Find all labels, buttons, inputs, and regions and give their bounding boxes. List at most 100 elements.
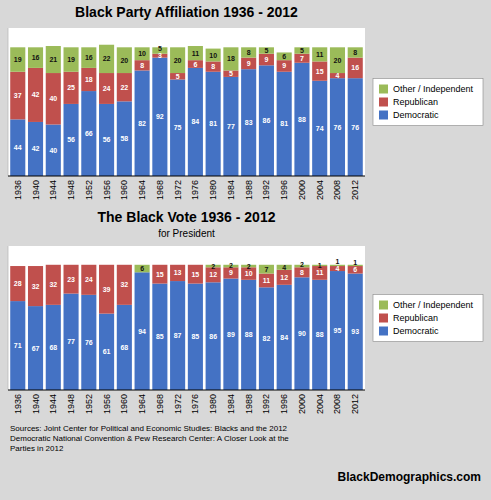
bar-segment: [10, 266, 25, 301]
bar-segment: [99, 314, 114, 390]
bar-segment: [99, 104, 114, 176]
data-label: 10: [138, 50, 146, 57]
bar-segment: [135, 272, 150, 390]
bar-segment: [46, 46, 61, 73]
data-label: 8: [300, 269, 304, 276]
bar-segment: [188, 46, 203, 60]
data-label: 13: [174, 269, 182, 276]
bar-segment: [152, 58, 167, 176]
bar-segment: [81, 47, 96, 68]
legend-label: Democratic: [393, 110, 439, 120]
data-label: 56: [103, 136, 111, 143]
bar-segment: [117, 265, 132, 305]
data-label: 56: [67, 136, 75, 143]
bar-segment: [259, 54, 274, 66]
x-tick-label: 1964: [137, 394, 147, 414]
x-tick-label: 1976: [190, 180, 200, 200]
x-tick-label: 1992: [261, 180, 271, 200]
data-label: 15: [191, 271, 199, 278]
x-tick-label: 2004: [315, 180, 325, 200]
data-label: 4: [336, 265, 340, 272]
legend-swatch: [379, 111, 388, 120]
x-tick-label: 1980: [208, 180, 218, 200]
data-label: 28: [14, 280, 22, 287]
bar-segment: [10, 72, 25, 120]
data-label: 6: [353, 266, 357, 273]
data-label: 7: [300, 55, 304, 62]
bar-segment: [312, 280, 327, 390]
bar-segment: [64, 47, 79, 71]
data-label: 81: [209, 120, 217, 127]
legend-frame: [373, 79, 483, 126]
bar-segment: [28, 306, 43, 390]
x-tick-label: 1960: [119, 180, 129, 200]
x-tick-label: 1988: [244, 394, 254, 414]
legend-swatch: [379, 327, 388, 336]
data-label: 22: [103, 55, 111, 62]
x-tick-label: 2000: [297, 180, 307, 200]
x-axis-line: [8, 176, 365, 177]
data-label: 1: [353, 259, 357, 266]
bar-segment: [277, 285, 292, 390]
bar-segment: [46, 264, 61, 265]
data-label: 68: [49, 344, 57, 351]
data-label: 7: [264, 266, 268, 273]
chart-1: The Black Vote 1936 - 2012for President7…: [8, 209, 483, 414]
bar-segment: [170, 265, 185, 281]
data-label: 71: [14, 342, 22, 349]
bar-segment: [188, 284, 203, 390]
bar-segment: [206, 49, 221, 62]
data-label: 5: [300, 47, 304, 54]
data-label: 8: [140, 62, 144, 69]
data-label: 32: [49, 281, 57, 288]
data-label: 32: [120, 281, 128, 288]
data-label: 66: [85, 130, 93, 137]
data-label: 42: [32, 145, 40, 152]
data-label: 11: [263, 277, 271, 284]
title: Black Party Affiliation 1936 - 2012: [75, 4, 298, 20]
bar-segment: [46, 305, 61, 390]
data-label: 10: [245, 270, 253, 277]
data-label: 10: [209, 52, 217, 59]
bar-segment: [312, 47, 327, 61]
bar-segment: [81, 265, 96, 295]
bar-segment: [64, 104, 79, 176]
data-label: 1: [336, 258, 340, 265]
bar-segment: [135, 70, 150, 176]
bar-segment: [28, 266, 43, 306]
data-label: 18: [85, 76, 93, 83]
bar-segment: [223, 70, 238, 76]
bar-segment: [46, 73, 61, 124]
bar-segment: [259, 265, 274, 274]
data-label: 15: [156, 271, 164, 278]
legend-label: Other / Independent: [393, 300, 474, 310]
data-label: 88: [298, 116, 306, 123]
subtitle: for President: [158, 228, 215, 239]
bar-segment: [259, 274, 274, 288]
data-label: 5: [229, 70, 233, 77]
x-tick-label: 1980: [208, 394, 218, 414]
bar-segment: [10, 266, 25, 267]
data-label: 11: [316, 269, 324, 276]
y-axis-line: [8, 246, 9, 390]
x-tick-label: 1976: [190, 394, 200, 414]
bar-segment: [259, 65, 274, 176]
data-label: 22: [120, 84, 128, 91]
data-label: 15: [316, 68, 324, 75]
bar-segment: [223, 267, 238, 278]
x-tick-label: 1948: [66, 394, 76, 414]
x-tick-label: 1940: [31, 394, 41, 414]
data-label: 81: [280, 120, 288, 127]
bar-segment: [241, 69, 256, 176]
x-tick-label: 1968: [155, 180, 165, 200]
data-label: 8: [353, 49, 357, 56]
bar-segment: [81, 295, 96, 390]
bar-segment: [99, 264, 114, 265]
data-label: 88: [316, 331, 324, 338]
data-label: 5: [264, 47, 268, 54]
brand: BlackDemographics.com: [338, 470, 481, 484]
data-label: 40: [49, 147, 57, 154]
plot-area: [8, 246, 365, 390]
data-label: 76: [85, 339, 93, 346]
bar-segment: [152, 264, 167, 265]
